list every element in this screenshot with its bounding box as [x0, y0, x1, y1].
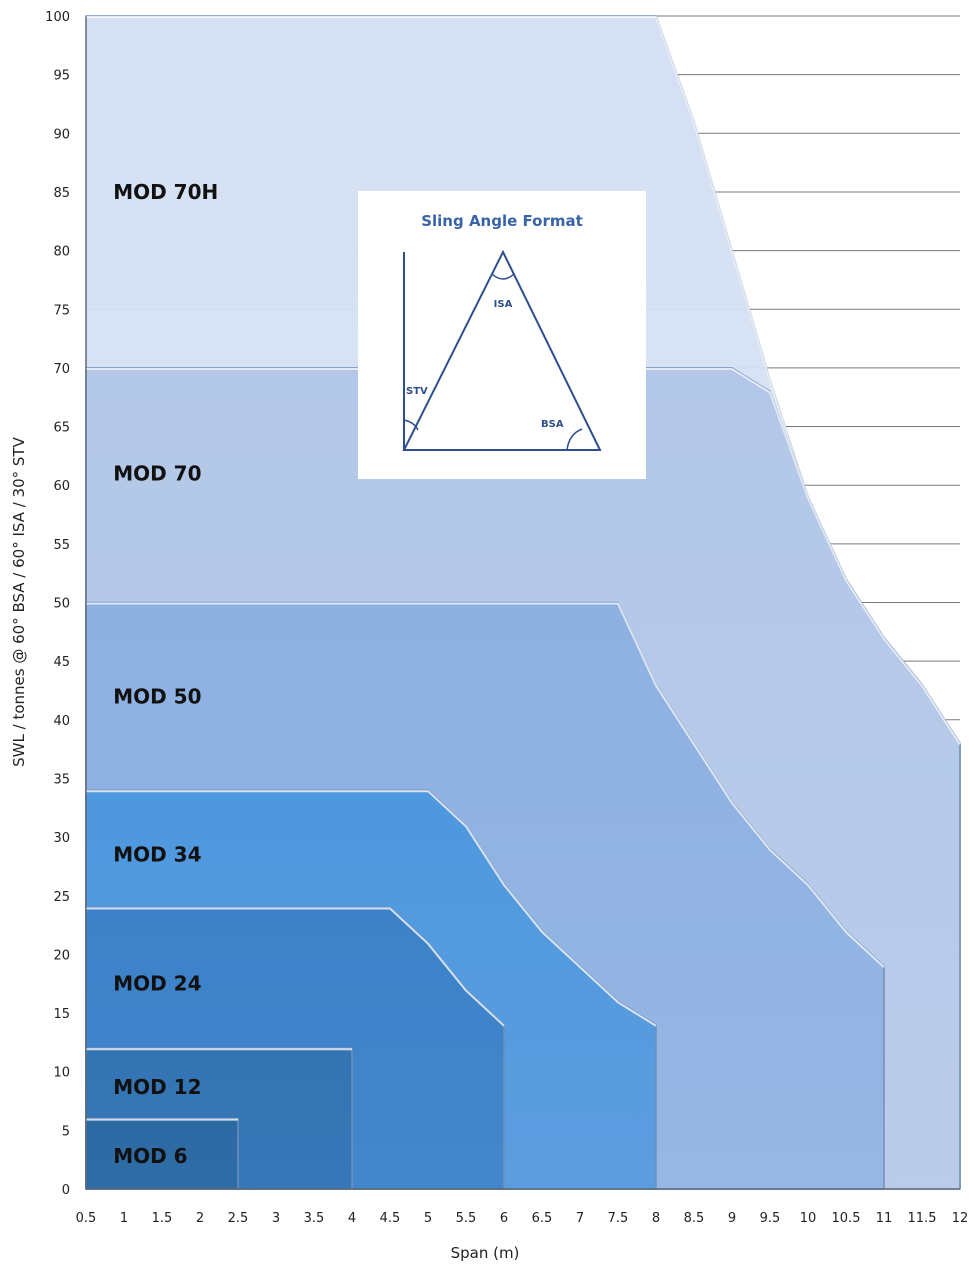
- x-tick-label: 2.5: [228, 1211, 249, 1226]
- axes: [85, 16, 960, 1190]
- inset-title: Sling Angle Format: [421, 212, 583, 230]
- x-tick-label: 1.5: [152, 1211, 173, 1226]
- x-tick-label: 12: [952, 1211, 969, 1226]
- y-tick-label: 100: [45, 10, 70, 25]
- y-tick-label: 50: [53, 597, 70, 612]
- y-tick-label: 40: [53, 714, 70, 729]
- x-tick-label: 4.5: [380, 1211, 401, 1226]
- x-tick-label: 4: [348, 1211, 356, 1226]
- sling-triangle: [402, 249, 602, 451]
- y-tick-label: 35: [53, 772, 70, 787]
- x-tick-label: 8: [652, 1211, 660, 1226]
- y-tick-label: 60: [53, 479, 70, 494]
- series-label-mod-6: MOD 6: [113, 1144, 187, 1168]
- y-tick-label: 0: [62, 1183, 70, 1198]
- series-label-mod-12: MOD 12: [113, 1075, 201, 1099]
- x-tick-label: 11: [876, 1211, 893, 1226]
- capacity-areas: [85, 15, 961, 1190]
- y-tick-label: 30: [53, 831, 70, 846]
- sling-angle-inset: Sling Angle Format ISA STV BSA: [358, 191, 646, 479]
- y-tick-label: 85: [53, 186, 70, 201]
- x-tick-label: 6.5: [532, 1211, 553, 1226]
- x-tick-label: 6: [500, 1211, 508, 1226]
- y-tick-label: 65: [53, 421, 70, 436]
- y-tick-label: 70: [53, 362, 70, 377]
- bsa-angle-arc: [566, 428, 583, 451]
- y-tick-label: 75: [53, 303, 70, 318]
- y-tick-label: 5: [62, 1124, 70, 1139]
- x-tick-label: 8.5: [684, 1211, 705, 1226]
- x-tick-label: 11.5: [908, 1211, 937, 1226]
- x-tick-label: 7: [576, 1211, 584, 1226]
- x-tick-label: 10.5: [832, 1211, 861, 1226]
- y-tick-labels: 0 5 10 15 20 25 30 35 40 45 50 55 60 65 70 75 80 85 90 95 10…: [45, 10, 70, 1198]
- x-tick-labels: 0.5 1 1.5 2 2.5 3 3.5 4 4.5 5 5.5 6 6.5 7 7.5 8 8.5 9 9.5 1…: [76, 1211, 969, 1226]
- y-tick-label: 10: [53, 1066, 70, 1081]
- x-tick-label: 2: [196, 1211, 204, 1226]
- y-tick-label: 25: [53, 890, 70, 905]
- y-tick-label: 55: [53, 538, 70, 553]
- x-tick-label: 7.5: [608, 1211, 629, 1226]
- x-tick-label: 1: [120, 1211, 128, 1226]
- series-label-mod-24: MOD 24: [113, 972, 201, 996]
- x-tick-label: 5: [424, 1211, 432, 1226]
- area-highlight-mod-24: [86, 907, 505, 1027]
- y-tick-label: 15: [53, 1007, 70, 1022]
- series-label-mod-50: MOD 50: [113, 684, 201, 708]
- y-tick-label: 90: [53, 127, 70, 142]
- series-label-mod-34: MOD 34: [113, 843, 201, 867]
- isa-label: ISA: [494, 299, 513, 310]
- series-labels: MOD 70H MOD 70 MOD 50 MOD 34 MOD 24 MOD 12 MOD…: [113, 180, 218, 1168]
- y-tick-label: 80: [53, 245, 70, 260]
- x-tick-label: 0.5: [76, 1211, 97, 1226]
- series-label-mod-70: MOD 70: [113, 461, 201, 485]
- x-tick-label: 9: [728, 1211, 736, 1226]
- bsa-label: BSA: [541, 419, 564, 430]
- y-tick-label: 95: [53, 69, 70, 84]
- x-tick-label: 3.5: [304, 1211, 325, 1226]
- x-axis-title: Span (m): [451, 1244, 520, 1262]
- series-label-mod-70h: MOD 70H: [113, 180, 218, 204]
- isa-angle-arc: [491, 273, 515, 280]
- area-highlight-mod-34: [86, 790, 657, 1027]
- x-tick-label: 5.5: [456, 1211, 477, 1226]
- x-tick-label: 3: [272, 1211, 280, 1226]
- stv-angle-arc: [403, 419, 419, 431]
- y-tick-label: 45: [53, 655, 70, 670]
- area-highlight-mod-70: [86, 367, 961, 745]
- y-tick-label: 20: [53, 948, 70, 963]
- area-highlight-mod-50: [86, 602, 885, 968]
- x-tick-label: 10: [800, 1211, 817, 1226]
- x-tick-label: 9.5: [760, 1211, 781, 1226]
- y-axis-title: SWL / tonnes @ 60° BSA / 60° ISA / 30° S…: [10, 436, 28, 766]
- inset-background: [358, 191, 646, 479]
- stv-label: STV: [406, 386, 428, 397]
